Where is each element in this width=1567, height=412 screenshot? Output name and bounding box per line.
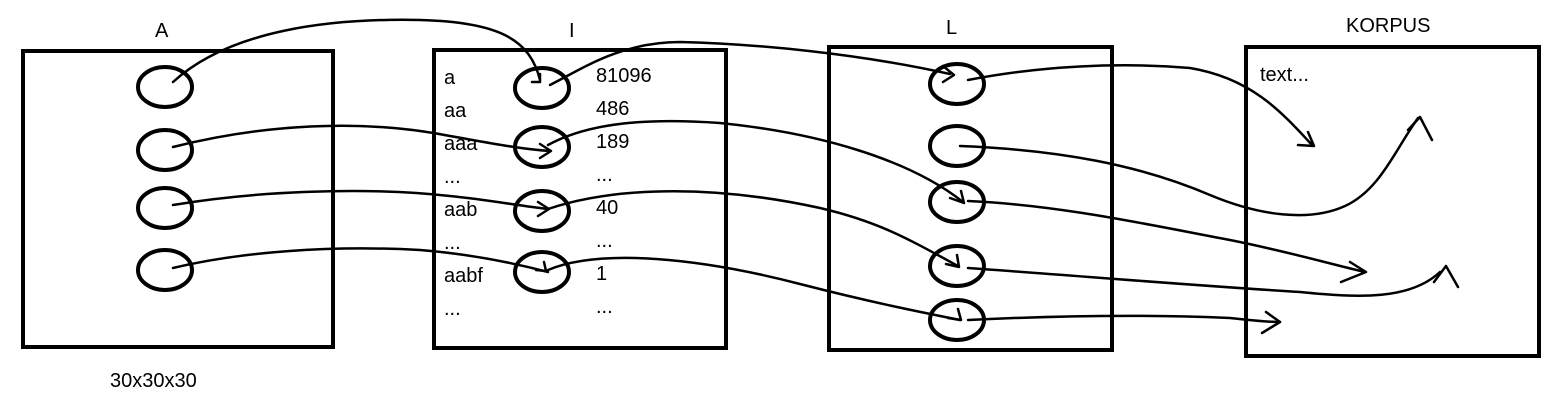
pointer-arrow [548,40,952,87]
pointer-arrow [171,247,550,274]
index-word: a [444,67,456,89]
index-word: ... [444,232,461,254]
pointer-arrow [171,18,542,84]
pointer-node [928,62,986,106]
pointer-arrow [966,314,1282,324]
pointer-node [136,65,194,109]
index-word: ... [444,298,461,320]
pointer-arrow [171,124,552,153]
index-word: aab [444,199,478,221]
pointer-arrow [530,72,542,84]
pointer-arrow [534,260,548,273]
pointer-arrow [538,142,553,160]
box-a-title: A [155,20,169,42]
index-count: 189 [596,131,630,153]
box-i [432,48,728,350]
index-count: ... [596,230,613,252]
pointer-arrow [966,199,1367,274]
index-count: ... [596,164,613,186]
pointer-arrow [1260,310,1282,335]
index-count: 40 [596,197,619,219]
pointer-arrow [1406,115,1434,142]
box-l [827,45,1114,352]
pointer-arrow [546,190,960,268]
index-word: ... [444,166,461,188]
pointer-node [136,186,194,230]
box-a-caption: 30x30x30 [110,370,197,392]
pointer-arrow [171,189,550,211]
pointer-arrow [966,64,1314,147]
box-l-title: L [946,17,958,39]
pointer-arrow [958,116,1420,217]
pointer-arrow [966,266,1442,297]
index-word: aabf [444,265,483,287]
index-count: 486 [596,98,630,120]
pointer-arrow [948,189,966,205]
index-count: ... [596,296,613,318]
pointer-arrow [546,256,962,322]
pointer-arrow [941,64,956,84]
pointer-node [513,66,571,110]
index-word: aa [444,100,467,122]
pointer-node [136,248,194,292]
pointer-node [513,189,571,233]
korpus-text: text... [1260,64,1309,86]
box-korpus [1244,45,1541,358]
pointer-arrow [1296,130,1316,148]
pointer-node [136,128,194,172]
pointer-node [513,250,571,294]
index-count: 81096 [596,65,652,87]
pointer-arrow [946,307,963,322]
box-korpus-title: KORPUS [1346,15,1431,37]
box-a [21,49,335,349]
pointer-arrow [944,253,961,269]
pointer-arrow [1339,260,1368,284]
index-count: 1 [596,263,608,285]
pointer-arrow [546,119,965,204]
pointer-arrow [1432,264,1460,289]
pointer-node [928,244,986,288]
box-i-title: I [569,20,575,42]
